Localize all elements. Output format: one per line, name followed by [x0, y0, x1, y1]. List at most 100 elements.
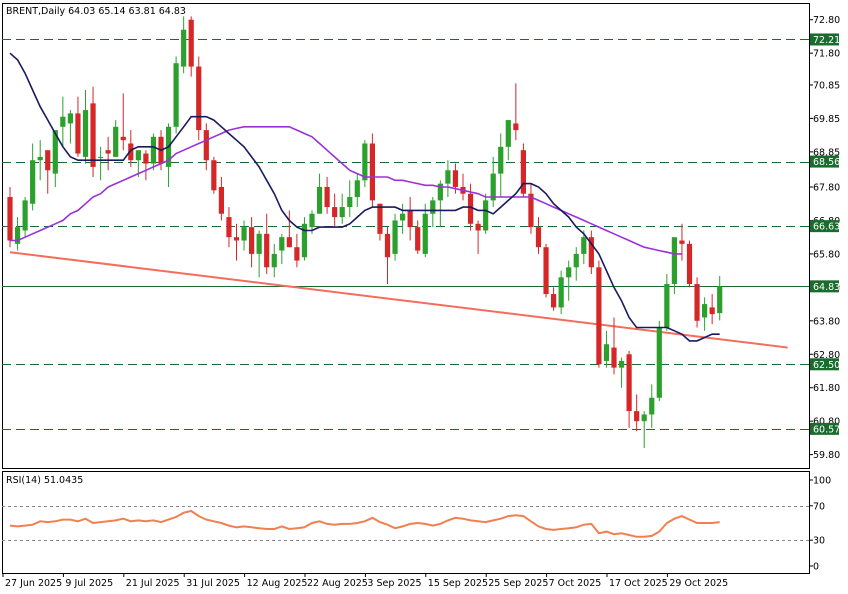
candle-body	[641, 414, 647, 422]
candle	[513, 83, 519, 141]
candle-body	[82, 110, 89, 157]
candle-body	[7, 197, 13, 241]
candle	[520, 143, 526, 198]
chart-header: BRENT,Daily 64.03 65.14 63.81 64.83	[6, 6, 186, 17]
candle	[143, 150, 149, 181]
candle	[377, 203, 383, 241]
candle	[505, 120, 511, 161]
candle-body	[437, 183, 443, 201]
candle-body	[52, 130, 58, 174]
candle-body	[286, 237, 292, 248]
candle	[694, 277, 700, 328]
candle	[445, 160, 451, 198]
candle	[354, 173, 360, 208]
candle	[400, 203, 406, 234]
price-panel-frame	[2, 3, 810, 469]
candle-body	[452, 170, 459, 187]
level-badge-label: 66.63	[813, 222, 840, 233]
candle-body	[75, 113, 81, 154]
price-tick-label: 72.80	[813, 15, 840, 26]
date-tick-label: 22 Aug 2025	[307, 578, 368, 589]
level-badge	[810, 422, 839, 435]
date-tick-label: 12 Aug 2025	[247, 578, 308, 589]
candle	[271, 243, 277, 278]
candle-body	[347, 197, 353, 208]
candle-body	[316, 186, 323, 214]
price-tick-label: 62.80	[813, 350, 840, 361]
candle-body	[241, 227, 247, 241]
candle	[150, 133, 157, 171]
candle-body	[400, 213, 406, 221]
candle-body	[181, 29, 187, 67]
price-tick-label: 71.80	[813, 49, 840, 60]
level-badge	[810, 220, 839, 233]
candle-body	[626, 354, 632, 412]
candle-body	[581, 237, 587, 254]
rsi-line	[9, 509, 720, 538]
candle	[656, 320, 662, 402]
candle-body	[430, 200, 436, 214]
candle-body	[90, 103, 96, 167]
level-badges: 72.21 68.56 66.63 64.83 62.50 60.57	[810, 33, 840, 435]
candle	[611, 317, 617, 375]
candle-body	[301, 223, 308, 258]
candle	[551, 287, 557, 311]
candle	[717, 275, 723, 321]
candle-body	[422, 213, 428, 254]
price-tick-label: 67.80	[813, 182, 840, 193]
price-tick-label: 69.85	[813, 114, 840, 125]
candle-body	[384, 233, 391, 258]
candle-body	[656, 327, 662, 398]
candle	[679, 223, 685, 261]
candle	[384, 227, 391, 285]
candle-body	[558, 277, 564, 308]
candle	[249, 217, 255, 268]
candle-body	[354, 180, 360, 198]
candle-body	[362, 143, 368, 181]
candle	[603, 330, 610, 368]
candle	[528, 183, 534, 234]
candle	[226, 207, 232, 248]
candle-body	[173, 63, 179, 127]
candle-body	[618, 360, 625, 368]
candle-body	[196, 66, 202, 131]
candle-body	[513, 123, 519, 131]
candle	[490, 156, 496, 208]
rsi-panel: 100 70 30 0	[2, 476, 831, 573]
candle	[37, 140, 43, 181]
candle	[634, 394, 640, 432]
candle	[60, 96, 66, 147]
date-tick-label: 17 Oct 2025	[609, 578, 668, 589]
candle-body	[671, 237, 677, 285]
candle-body	[664, 284, 670, 328]
date-tick-label: 27 Jun 2025	[5, 578, 62, 589]
candle-body	[566, 267, 572, 278]
candle-body	[67, 113, 73, 124]
candle	[618, 357, 625, 388]
price-tick-label: 60.80	[813, 417, 840, 428]
candle-body	[188, 19, 194, 67]
price-tick-label: 70.85	[813, 80, 840, 91]
candle-body	[702, 304, 708, 318]
candle	[233, 223, 240, 261]
candle	[52, 130, 58, 187]
candles-group	[7, 16, 723, 448]
date-tick-label: 29 Oct 2025	[669, 578, 728, 589]
candle	[437, 180, 443, 228]
candle	[135, 150, 141, 177]
candle-body	[543, 247, 549, 295]
candle	[430, 197, 436, 228]
candle	[641, 411, 647, 448]
candle-body	[120, 136, 126, 141]
candle-body	[573, 253, 579, 268]
candle	[588, 230, 594, 274]
candle	[294, 233, 300, 268]
candle-body	[279, 237, 285, 251]
candle	[188, 16, 194, 77]
candle	[113, 120, 119, 157]
candle-body	[392, 220, 398, 254]
level-badge-label: 60.57	[813, 424, 840, 435]
date-tick-label: 7 Oct 2025	[549, 578, 602, 589]
candle	[218, 176, 224, 221]
